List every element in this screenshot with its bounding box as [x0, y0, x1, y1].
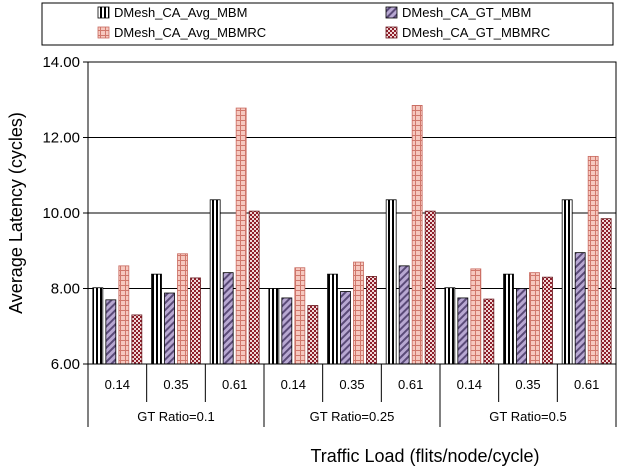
- x-category-label: 0.14: [281, 377, 306, 392]
- bar-dmesh-ca-avg-mbmrc: [294, 267, 306, 365]
- x-category-label: 0.35: [339, 377, 364, 392]
- bar-dmesh-ca-avg-mbmrc: [353, 261, 364, 365]
- bar-dmesh-ca-gt-mbmrc: [600, 218, 612, 365]
- x-axis-label: Traffic Load (flits/node/cycle): [310, 446, 539, 466]
- y-tick-label: 10.00: [42, 205, 80, 222]
- gridlines: [88, 137, 616, 289]
- x-category-label: 0.61: [222, 377, 247, 392]
- bar-dmesh-ca-gt-mbmrc: [483, 298, 495, 365]
- legend-label: DMesh_CA_GT_MBM: [402, 5, 531, 20]
- legend-swatch: [97, 6, 110, 19]
- x-category-label: 0.14: [105, 377, 130, 392]
- bar-dmesh-ca-gt-mbmrc: [190, 277, 201, 365]
- x-category-label: 0.35: [163, 377, 188, 392]
- bar-dmesh-ca-avg-mbmrc: [529, 272, 540, 365]
- bar-dmesh-ca-gt-mbmrc: [542, 276, 553, 365]
- bar-dmesh-ca-avg-mbm: [92, 287, 104, 365]
- x-category-label: 0.61: [574, 377, 599, 392]
- bar-dmesh-ca-gt-mbm: [574, 252, 586, 365]
- bar-dmesh-ca-avg-mbmrc: [470, 268, 482, 365]
- bar-dmesh-ca-avg-mbm: [561, 199, 573, 365]
- x-group-label: GT Ratio=0.25: [310, 409, 395, 424]
- x-group-label: GT Ratio=0.5: [489, 409, 566, 424]
- legend-label: DMesh_CA_Avg_MBM: [114, 5, 247, 20]
- bar-dmesh-ca-gt-mbmrc: [366, 276, 377, 365]
- legend-label: DMesh_CA_Avg_MBMRC: [114, 25, 266, 40]
- bar-dmesh-ca-gt-mbmrc: [307, 305, 319, 365]
- legend-box: [41, 2, 614, 46]
- bar-dmesh-ca-avg-mbm: [327, 273, 338, 365]
- bar-dmesh-ca-avg-mbmrc: [177, 253, 188, 365]
- bar-dmesh-ca-avg-mbmrc: [587, 155, 599, 365]
- bar-dmesh-ca-avg-mbmrc: [118, 265, 130, 365]
- y-axis-ticks: 6.00 8.00 10.00 12.00 14.00: [42, 54, 88, 373]
- bar-dmesh-ca-avg-mbm: [385, 199, 397, 365]
- x-group-label: GT Ratio=0.1: [137, 409, 214, 424]
- bar-dmesh-ca-avg-mbm: [209, 199, 221, 365]
- bar-dmesh-ca-gt-mbm: [105, 299, 117, 365]
- legend-swatch: [385, 26, 398, 39]
- bar-dmesh-ca-avg-mbm: [268, 288, 280, 365]
- y-tick-label: 8.00: [51, 281, 80, 298]
- y-axis-label: Average Latency (cycles): [6, 112, 26, 314]
- bar-dmesh-ca-gt-mbm: [164, 292, 175, 365]
- x-category-label: 0.35: [515, 377, 540, 392]
- bar-dmesh-ca-gt-mbm: [222, 272, 234, 365]
- bar-dmesh-ca-gt-mbm: [457, 297, 469, 365]
- bar-dmesh-ca-avg-mbmrc: [411, 105, 423, 365]
- bar-dmesh-ca-gt-mbmrc: [424, 210, 436, 365]
- bar-dmesh-ca-avg-mbm: [151, 273, 162, 365]
- bar-dmesh-ca-gt-mbm: [340, 291, 351, 365]
- bar-dmesh-ca-gt-mbm: [516, 288, 527, 365]
- bar-dmesh-ca-avg-mbmrc: [235, 107, 247, 365]
- bar-dmesh-ca-avg-mbm: [444, 287, 456, 365]
- bars: [92, 105, 612, 365]
- x-category-label: 0.14: [457, 377, 482, 392]
- y-tick-label: 6.00: [51, 356, 80, 373]
- bar-dmesh-ca-gt-mbmrc: [248, 210, 260, 365]
- y-tick-label: 14.00: [42, 54, 80, 71]
- y-tick-label: 12.00: [42, 130, 80, 147]
- bar-dmesh-ca-gt-mbm: [398, 265, 410, 365]
- legend: DMesh_CA_Avg_MBM DMesh_CA_GT_MBM DMesh_CA_…: [97, 5, 550, 40]
- x-category-label: 0.61: [398, 377, 423, 392]
- bar-dmesh-ca-avg-mbm: [503, 273, 514, 365]
- x-axis-categories: 0.14 0.35 0.61 0.14 0.35 0.61 0.14 0.35 0.61 GT R…: [87, 364, 617, 427]
- legend-swatch: [385, 6, 398, 19]
- legend-swatch: [97, 26, 110, 39]
- legend-label: DMesh_CA_GT_MBMRC: [402, 25, 550, 40]
- bar-dmesh-ca-gt-mbmrc: [131, 314, 143, 365]
- bar-dmesh-ca-gt-mbm: [281, 297, 293, 365]
